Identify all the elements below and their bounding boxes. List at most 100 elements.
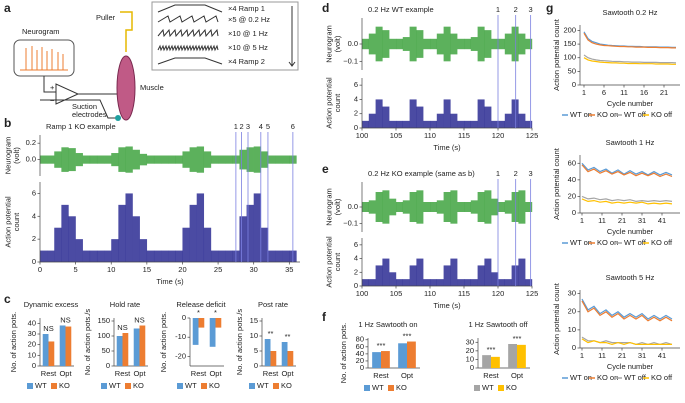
category-label: Opt (209, 369, 222, 378)
x-tick-label: 31 (638, 216, 646, 225)
bar (270, 351, 277, 366)
count-bar (267, 250, 276, 262)
count-bar (423, 279, 431, 286)
y-tick-label: -20 (175, 351, 186, 360)
y-tick-label: 10 (466, 354, 474, 363)
x-tick-label: 41 (658, 216, 666, 225)
y-axis-label: Action potential (325, 77, 334, 129)
x-tick-label: 41 (658, 351, 666, 360)
significance: *** (487, 345, 496, 354)
y-axis-label: No. of action pots. (159, 312, 168, 372)
significance: * (214, 308, 217, 317)
count-bar (511, 265, 519, 286)
count-bar (239, 216, 247, 262)
legend-swatch (125, 383, 131, 389)
x-tick-label: 11 (598, 351, 606, 360)
bar (287, 351, 294, 366)
count-bar (182, 227, 190, 262)
marker-label: 4 (259, 122, 263, 131)
count-bar (111, 239, 119, 262)
significance: ** (285, 332, 291, 341)
count-bar (47, 250, 55, 262)
y-tick-label: −0.1 (343, 56, 358, 65)
legend-swatch (364, 385, 370, 391)
y-tick-label: 0 (182, 313, 186, 322)
y-tick-label: −0.1 (343, 219, 358, 228)
neurogram-envelope (189, 147, 197, 172)
marker-label: 5 (266, 122, 270, 131)
series-line (581, 300, 673, 322)
neurogram-envelope (484, 30, 492, 58)
y-tick-label: -10 (175, 332, 186, 341)
count-bar (89, 250, 98, 262)
y-axis-label: (volt) (333, 198, 342, 215)
y-axis-label: Action potential count (552, 147, 561, 220)
neurogram-envelope (470, 200, 478, 214)
bar (139, 325, 146, 366)
count-bar (61, 204, 69, 262)
category-label: Rest (41, 369, 57, 378)
neurogram-envelope (498, 38, 505, 50)
neurogram-envelope (153, 155, 162, 164)
bar (59, 325, 66, 366)
neurogram-envelope (362, 202, 369, 212)
legend-label: KO off (651, 110, 673, 119)
bar (209, 318, 216, 347)
y-tick-label: 0 (354, 281, 358, 290)
significance: * (197, 308, 200, 317)
y-axis-label: Action potential (325, 236, 334, 288)
legend-label: WT on (570, 110, 592, 119)
neurogram-envelope (246, 147, 254, 172)
x-tick-label: 120 (492, 131, 505, 140)
bar (264, 339, 271, 366)
neurogram-envelope (511, 26, 519, 62)
y-tick-label: 150 (97, 316, 110, 325)
x-tick-label: 10 (107, 265, 115, 274)
significance: *** (377, 341, 386, 350)
legend-label: WT on (570, 238, 592, 247)
y-axis-label: No. of action pots. (339, 323, 348, 383)
marker-label: 3 (529, 169, 533, 178)
legend-label: KO (281, 381, 292, 390)
x-tick-label: 115 (458, 131, 470, 140)
x-tick-label: 21 (618, 351, 626, 360)
neurogram-envelope (61, 147, 69, 172)
chart-title: Sawtooth 0.2 Hz (602, 8, 657, 17)
y-tick-label: 0 (106, 361, 110, 370)
y-tick-label: 10 (568, 325, 576, 334)
neurogram-envelope (457, 202, 465, 212)
count-bar (525, 120, 533, 128)
y-axis-label: Neurogram (325, 25, 334, 63)
y-axis-label: Action potential (4, 196, 13, 248)
neurogram-envelope (175, 155, 183, 164)
neurogram-envelope (168, 155, 176, 164)
count-bar (104, 250, 112, 262)
scope (13, 39, 75, 77)
count-bar (491, 272, 499, 286)
neurogram-envelope (362, 38, 369, 50)
panel-label: f (322, 310, 327, 324)
count-bar (504, 113, 512, 128)
count-bar (464, 120, 471, 128)
x-tick-label: 16 (640, 88, 648, 97)
y-tick-label: 20 (568, 307, 576, 316)
category-label: Opt (511, 371, 524, 380)
count-bar (175, 250, 183, 262)
x-tick-label: 15 (143, 265, 151, 274)
diagram-label: Puller (96, 13, 116, 22)
panel-label: g (546, 1, 553, 15)
neurogram-envelope (382, 190, 390, 224)
neurogram-envelope (504, 33, 512, 55)
neurogram-envelope (161, 155, 169, 164)
bar (407, 341, 416, 368)
neurogram-envelope (139, 153, 148, 166)
count-bar (68, 216, 76, 262)
y-tick-label: 60 (568, 158, 576, 167)
legend-label: KO (133, 381, 144, 390)
marker-label: 6 (291, 122, 295, 131)
x-tick-label: 30 (250, 265, 258, 274)
x-tick-label: 0 (38, 265, 42, 274)
count-bar (450, 113, 458, 128)
count-bar (161, 250, 169, 262)
legend-swatch (388, 385, 394, 391)
